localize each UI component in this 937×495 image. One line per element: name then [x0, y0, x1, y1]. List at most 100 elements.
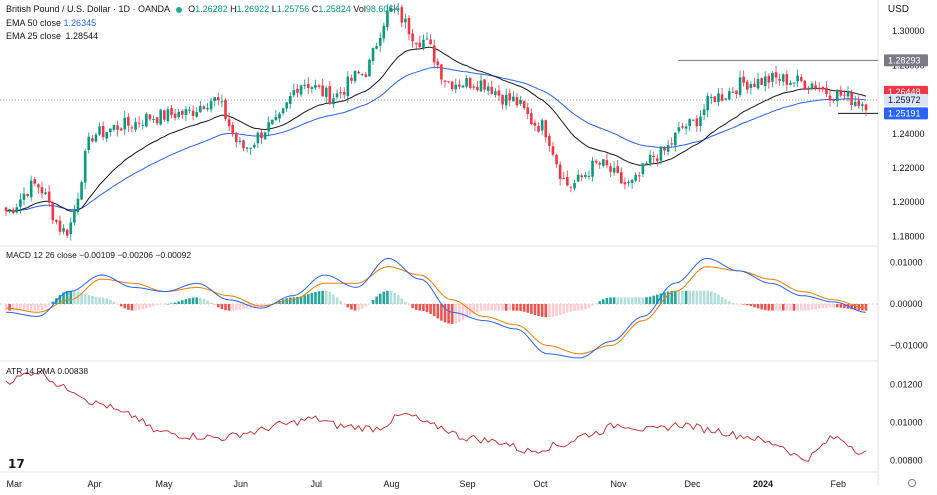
macd-histogram-bar [828, 304, 832, 308]
candle-body [245, 147, 249, 149]
macd-pane[interactable] [0, 257, 878, 359]
candle-body [209, 101, 213, 110]
candle-body [73, 210, 76, 223]
candle-body [155, 117, 159, 124]
candle-body [199, 106, 202, 113]
candle-body [825, 87, 828, 95]
candle-body [184, 109, 188, 116]
candle-body [270, 119, 274, 124]
macd-histogram-bar [785, 304, 789, 311]
candle-body [634, 174, 638, 181]
atr-pane[interactable] [5, 369, 867, 463]
candle-body [87, 136, 91, 150]
candle-body [810, 83, 814, 89]
macd-line [5, 257, 867, 359]
macd-histogram-bar [447, 304, 450, 324]
macd-histogram-bar [760, 304, 763, 310]
macd-histogram-bar [587, 304, 591, 308]
macd-histogram-bar [591, 304, 594, 306]
macd-histogram-bar [69, 290, 73, 304]
candle-body [627, 181, 630, 183]
candle-body [112, 125, 116, 130]
candle-body [170, 108, 173, 115]
candle-body [213, 96, 217, 101]
candle-body [206, 107, 209, 110]
settings-gear-icon[interactable] [908, 479, 916, 487]
macd-histogram-bar [94, 296, 98, 304]
candle-body [655, 158, 659, 161]
candle-body [404, 18, 407, 23]
price-scale[interactable]: 1.300001.280001.260001.240001.220001.200… [884, 26, 928, 466]
candle-body [332, 98, 335, 105]
candle-body [303, 84, 306, 86]
candle-body [127, 116, 130, 126]
candle-body [191, 110, 195, 116]
candle-body [807, 87, 810, 89]
candle-body [659, 146, 663, 161]
candle-body [29, 180, 33, 198]
candle-body [443, 80, 447, 82]
symbol-title[interactable]: British Pound / U.S. Dollar · 1D · OANDA [6, 4, 171, 14]
macd-value-3: −0.00092 [155, 250, 192, 260]
macd-histogram-bar [37, 304, 40, 311]
legend-ema25[interactable]: EMA 25 close 1.28544 [6, 31, 98, 42]
macd-histogram-bar [645, 297, 648, 304]
macd-histogram-bar [648, 296, 652, 304]
candle-body [350, 77, 353, 81]
candle-body [252, 144, 256, 148]
candle-body [774, 72, 778, 78]
macd-histogram-bar [512, 304, 515, 311]
macd-histogram-bar [314, 291, 317, 304]
candle-body [861, 104, 864, 106]
candle-body [55, 220, 58, 222]
time-tick-label: Jun [234, 479, 249, 489]
macd-histogram-bar [310, 292, 314, 304]
candle-body [494, 91, 497, 95]
candle-body [217, 97, 220, 101]
candle-body [130, 127, 134, 129]
macd-histogram-bar [206, 300, 209, 304]
time-scale[interactable]: Mar Apr May Jun Jul Aug Sep Oct Nov Dec 2024 Feb [7, 479, 916, 489]
macd-histogram-bar [109, 299, 112, 304]
macd-histogram-bar [15, 304, 19, 311]
candle-body [702, 109, 706, 116]
candle-body [26, 193, 29, 197]
macd-histogram-bar [537, 304, 540, 317]
price-badge-label: 1.25972 [888, 95, 921, 105]
candle-body [202, 106, 206, 110]
legend-macd[interactable]: MACD 12 26 close −0.00109 −0.00206 −0.00… [6, 250, 191, 260]
price-badge-label: 1.28293 [888, 55, 921, 65]
macd-histogram-bar [73, 291, 76, 304]
candle-body [616, 166, 620, 173]
ema50-value: 1.26345 [63, 18, 97, 28]
macd-histogram-bar [778, 304, 781, 311]
candle-body [382, 25, 386, 39]
candle-body [771, 72, 774, 82]
macd-histogram-bar [652, 295, 655, 304]
candle-body [105, 132, 109, 139]
time-tick-label: Oct [534, 479, 549, 489]
macd-histogram-bar [360, 304, 364, 310]
currency-label[interactable]: USD [887, 4, 909, 15]
candle-body [411, 33, 414, 42]
macd-histogram-bar [414, 304, 418, 310]
macd-histogram-bar [821, 304, 825, 309]
price-pane[interactable] [0, 3, 878, 241]
macd-histogram-bar [533, 304, 537, 316]
macd-histogram-bar [76, 291, 80, 304]
macd-signal-line [5, 266, 867, 355]
candle-body [389, 7, 393, 12]
macd-histogram-bar [116, 304, 119, 305]
legend-ema50[interactable]: EMA 50 close 1.26345 [6, 18, 96, 29]
price-tick-label: 1.24000 [892, 129, 925, 139]
macd-histogram-bar [396, 295, 400, 304]
candle-body [429, 39, 432, 45]
legend-atr[interactable]: ATR 14 RMA 0.00838 [6, 366, 88, 376]
macd-histogram-bar [65, 291, 69, 304]
candle-body [231, 124, 234, 135]
candle-body [317, 85, 321, 87]
tradingview-logo[interactable]: 𝟭𝟳 [8, 457, 25, 471]
candle-body [278, 113, 281, 119]
